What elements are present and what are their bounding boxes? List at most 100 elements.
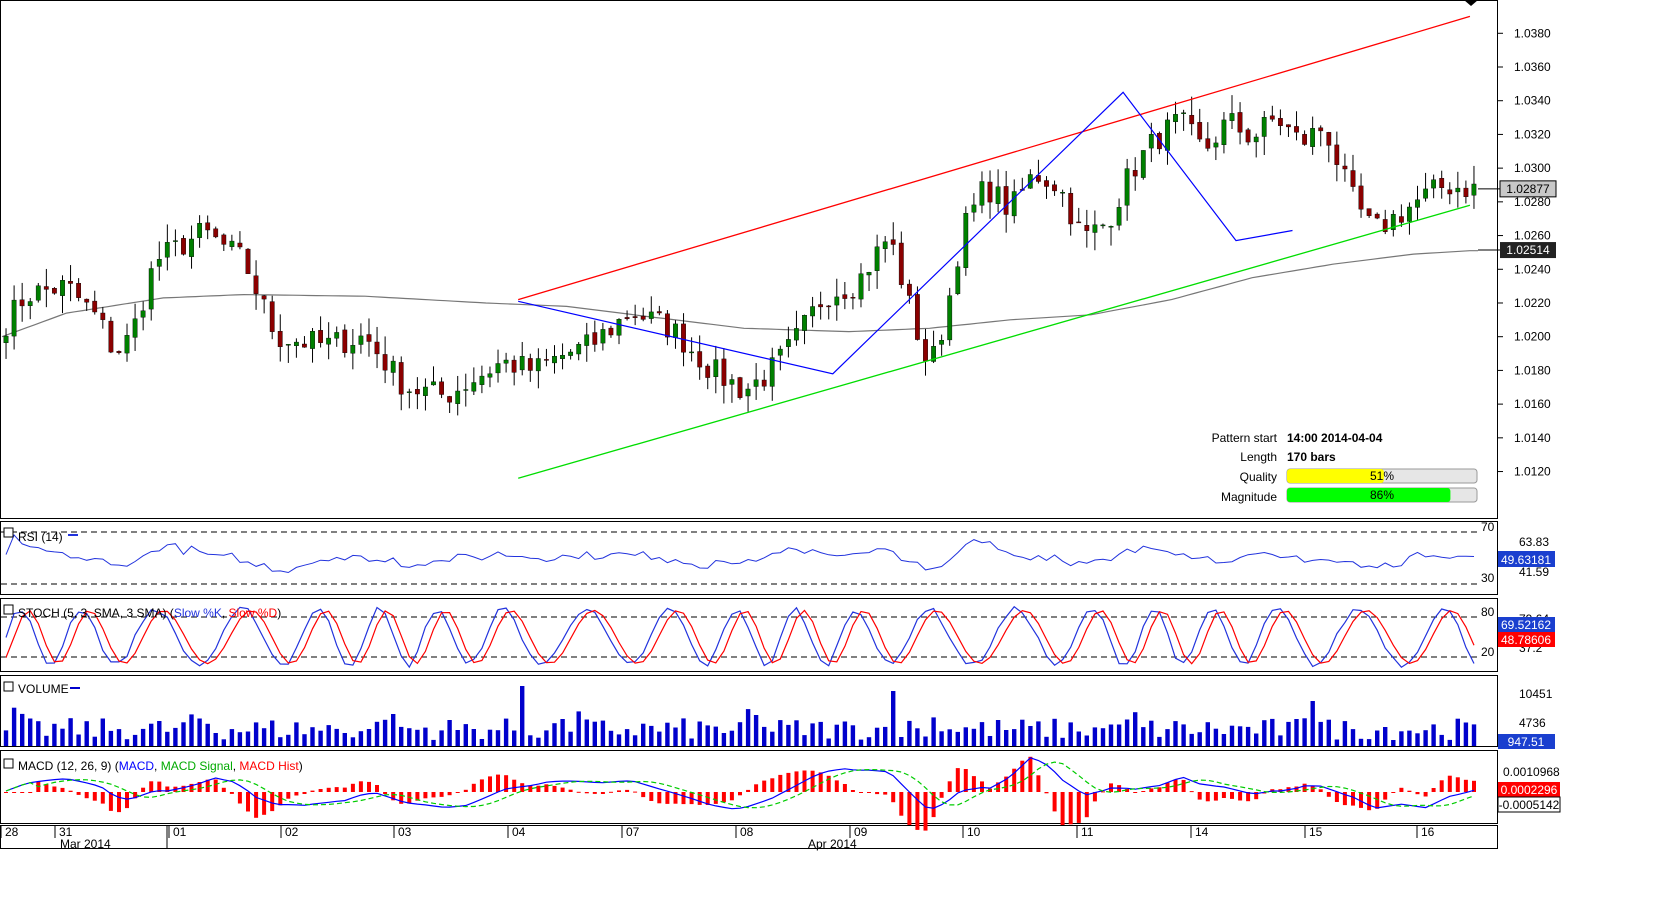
candle — [463, 373, 469, 407]
candle — [213, 226, 219, 239]
candle-body — [818, 304, 824, 308]
candle — [431, 366, 436, 386]
candle — [987, 170, 993, 219]
macd-title-sep2: , — [233, 759, 240, 773]
macd-hist-bar — [1076, 792, 1081, 823]
candle — [471, 367, 477, 396]
candle-body — [705, 365, 711, 378]
candle-body — [616, 319, 622, 336]
macd-hist-bar — [883, 792, 888, 795]
candle — [1455, 171, 1461, 208]
candle-body — [406, 391, 412, 393]
candle-body — [898, 242, 904, 285]
candle-body — [1221, 119, 1227, 146]
rsi-panel: RSI (14) 70 30 63.83 41.59 49.63181 — [1, 520, 1555, 585]
candle-body — [358, 335, 364, 345]
candle — [673, 320, 678, 349]
macd-hist-bar — [278, 792, 283, 806]
candle-body — [423, 386, 428, 396]
macd-hist-bar — [1383, 792, 1388, 800]
candle-body — [600, 329, 606, 344]
volume-bar — [28, 718, 33, 746]
macd-hist-bar — [1238, 792, 1243, 801]
candle — [3, 328, 9, 359]
volume-bar — [1181, 724, 1186, 746]
macd-hist-bar — [28, 792, 33, 793]
candle — [148, 261, 154, 321]
volume-bar — [278, 737, 283, 746]
candle-body — [1455, 187, 1461, 193]
candle-body — [431, 381, 436, 386]
candle — [447, 395, 452, 414]
candle — [939, 334, 945, 356]
candle — [721, 348, 727, 404]
scroll-marker-icon[interactable] — [1464, 0, 1478, 6]
volume-bar — [173, 727, 178, 746]
macd-hist-bar — [923, 792, 928, 831]
rsi-close-icon[interactable] — [3, 527, 14, 538]
candle — [1447, 182, 1453, 205]
candle-body — [1439, 177, 1445, 188]
candle-body — [92, 300, 98, 313]
rsi-value: 49.63181 — [1501, 553, 1551, 567]
macd-hist-bar — [729, 792, 734, 801]
volume-bar — [1245, 726, 1251, 746]
magnitude-value: 86% — [1370, 488, 1394, 502]
candle — [261, 295, 267, 314]
candle-body — [1181, 112, 1187, 114]
stoch-title-sep: , — [222, 606, 229, 620]
candle — [205, 215, 211, 240]
candle-body — [302, 343, 307, 348]
candle-body — [197, 222, 202, 238]
candle — [116, 350, 122, 355]
volume-bar — [624, 729, 630, 746]
macd-close-icon[interactable] — [3, 758, 14, 769]
candle-body — [979, 181, 985, 206]
volume-bar — [20, 713, 25, 746]
candle-body — [11, 299, 17, 337]
candle-body — [1229, 113, 1235, 121]
stoch-d-value: 48.78606 — [1501, 633, 1551, 647]
candle-body — [624, 317, 630, 319]
day-label: 11 — [1081, 825, 1094, 839]
macd-hist-bar — [1157, 787, 1162, 792]
volume-bar — [874, 727, 880, 746]
volume-bar — [673, 727, 678, 746]
volume-close-icon[interactable] — [3, 681, 14, 692]
macd-hist-bar — [746, 789, 751, 792]
candle — [777, 345, 783, 371]
candle-body — [374, 341, 380, 355]
candle — [705, 363, 711, 390]
macd-panel: MACD (12, 26, 9) (MACD, MACD Signal, MAC… — [3, 756, 1561, 831]
macd-hist-bar — [108, 792, 113, 811]
candle-body — [1463, 187, 1469, 198]
candle-body — [931, 346, 937, 362]
candle-body — [858, 273, 864, 300]
candle-body — [124, 335, 130, 354]
volume-tick-1: 10451 — [1519, 687, 1553, 701]
macd-hist-bar — [286, 792, 291, 799]
macd-hist-bar — [375, 785, 379, 792]
candle-body — [1165, 119, 1170, 151]
candle-body — [576, 344, 582, 355]
macd-hist-bar — [157, 781, 162, 792]
volume-bar — [1415, 733, 1420, 746]
macd-hist-bar — [600, 792, 605, 794]
volume-bar — [963, 727, 968, 746]
candle — [366, 318, 372, 357]
stoch-close-icon[interactable] — [3, 604, 14, 615]
candle — [1463, 180, 1469, 204]
macd-line — [5, 757, 1475, 810]
macd-hist-bar — [367, 781, 371, 792]
candle — [1334, 131, 1340, 182]
candle-body — [140, 310, 146, 318]
candle — [584, 322, 590, 362]
volume-bar — [600, 720, 606, 746]
candle-body — [1237, 112, 1243, 133]
macd-hist-bar — [584, 792, 589, 794]
macd-hist-bar — [592, 792, 597, 794]
candle — [326, 322, 331, 360]
candle-body — [519, 356, 525, 371]
candle — [1140, 150, 1146, 180]
candle-body — [632, 316, 638, 318]
